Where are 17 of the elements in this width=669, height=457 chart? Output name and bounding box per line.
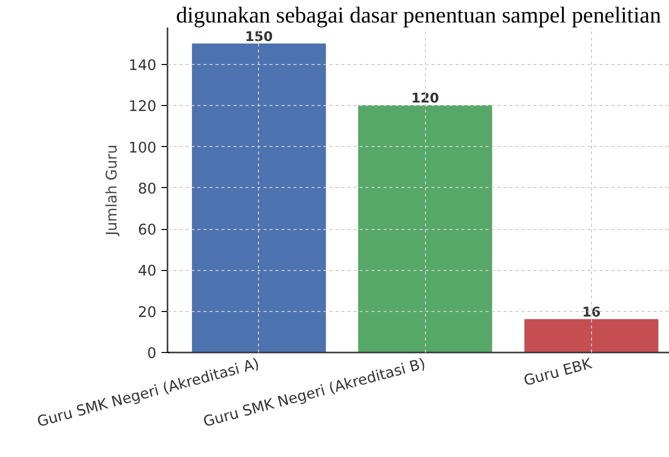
bar — [192, 43, 326, 352]
y-tick-label: 120 — [128, 98, 157, 116]
data-label: 120 — [411, 92, 440, 107]
x-tick-label: Guru EBK — [522, 355, 594, 390]
annotation: digunakan sebagai dasar penentuan sampel penelitian — [176, 2, 662, 28]
y-tick-label: 60 — [138, 222, 157, 239]
data-label: 16 — [582, 306, 601, 321]
y-tick-label: 140 — [128, 57, 157, 74]
y-tick-label: 40 — [138, 262, 157, 280]
y-tick-label: 20 — [138, 304, 157, 321]
bar — [358, 105, 492, 352]
y-tick-label: 0 — [147, 345, 157, 362]
y-tick-label: 80 — [138, 180, 157, 198]
y-axis-title: Jumlah Guru — [104, 144, 121, 236]
data-label: 150 — [245, 30, 273, 45]
y-tick-label: 100 — [128, 139, 157, 156]
bar — [524, 319, 658, 352]
